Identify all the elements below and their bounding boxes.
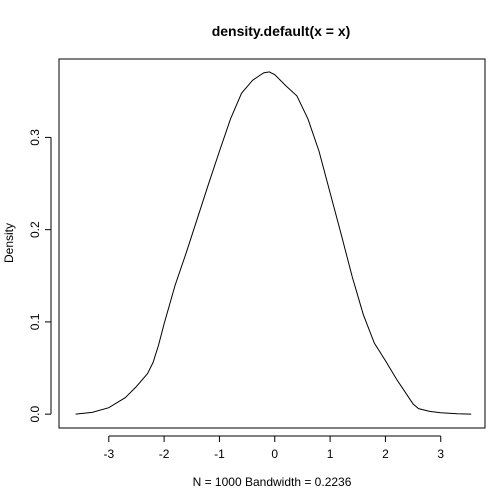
y-tick-label: 0.2 [28,221,42,238]
y-tick-label: 0.1 [28,313,42,330]
y-tick-label: 0.0 [28,405,42,422]
x-axis-label: N = 1000 Bandwidth = 0.2236 [193,475,352,489]
x-tick-label: 0 [271,447,278,461]
x-tick-label: 2 [382,447,389,461]
y-axis-ticks: 0.0 0.1 0.2 0.3 [28,129,51,423]
x-tick-label: 1 [327,447,334,461]
density-curve [75,71,472,415]
x-tick-label: 3 [437,447,444,461]
y-axis-label: Density [2,223,16,263]
x-axis-ticks: -3 -2 -1 0 1 2 3 [103,436,444,461]
chart-title: density.default(x = x) [212,23,351,39]
x-tick-label: -3 [103,447,114,461]
y-tick-label: 0.3 [28,129,42,146]
x-tick-label: -2 [159,447,170,461]
x-tick-label: -1 [214,447,225,461]
plot-frame [58,58,486,429]
